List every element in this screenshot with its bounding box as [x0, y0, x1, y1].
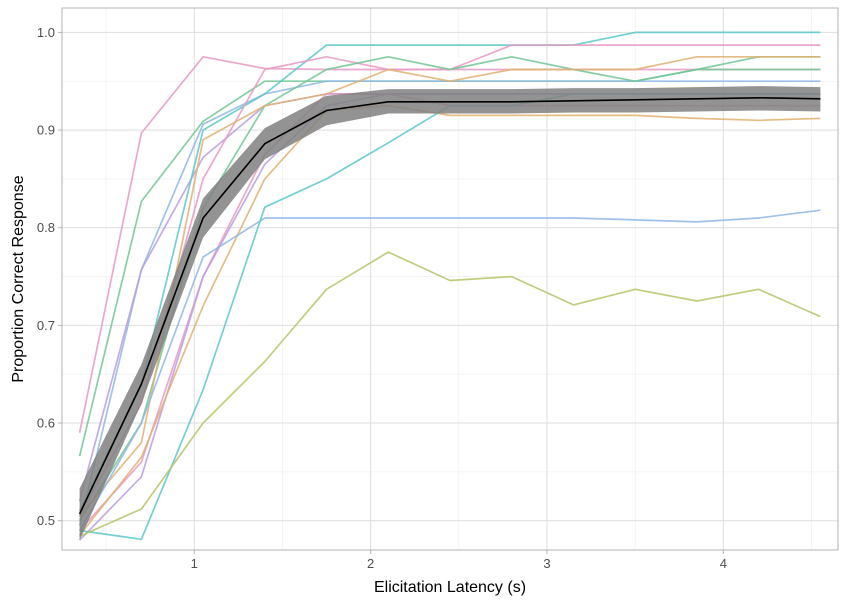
x-tick-label: 3 — [543, 556, 550, 571]
y-tick-label: 1.0 — [37, 25, 55, 40]
x-tick-label: 4 — [720, 556, 727, 571]
y-tick-label: 0.8 — [37, 220, 55, 235]
mean-line-layer — [78, 86, 821, 541]
x-tick-label: 1 — [191, 556, 198, 571]
x-axis-ticks: 1 2 3 4 — [191, 550, 727, 571]
mean-line — [78, 97, 821, 515]
series-line-8 — [78, 55, 821, 517]
y-axis-ticks: 0.5 0.6 0.7 0.8 0.9 1.0 — [37, 25, 62, 528]
series-line-11 — [78, 104, 821, 536]
y-tick-label: 0.6 — [37, 416, 55, 431]
series-line-5 — [78, 31, 821, 512]
y-tick-label: 0.7 — [37, 318, 55, 333]
y-tick-label: 0.5 — [37, 513, 55, 528]
x-tick-label: 2 — [367, 556, 374, 571]
y-tick-label: 0.9 — [37, 123, 55, 138]
plot-panel-border — [61, 7, 839, 551]
series-line-12 — [78, 209, 821, 531]
series-line-14 — [79, 251, 821, 538]
y-axis-title: Proportion Correct Response — [10, 175, 27, 382]
x-axis-title: Elicitation Latency (s) — [374, 579, 526, 596]
